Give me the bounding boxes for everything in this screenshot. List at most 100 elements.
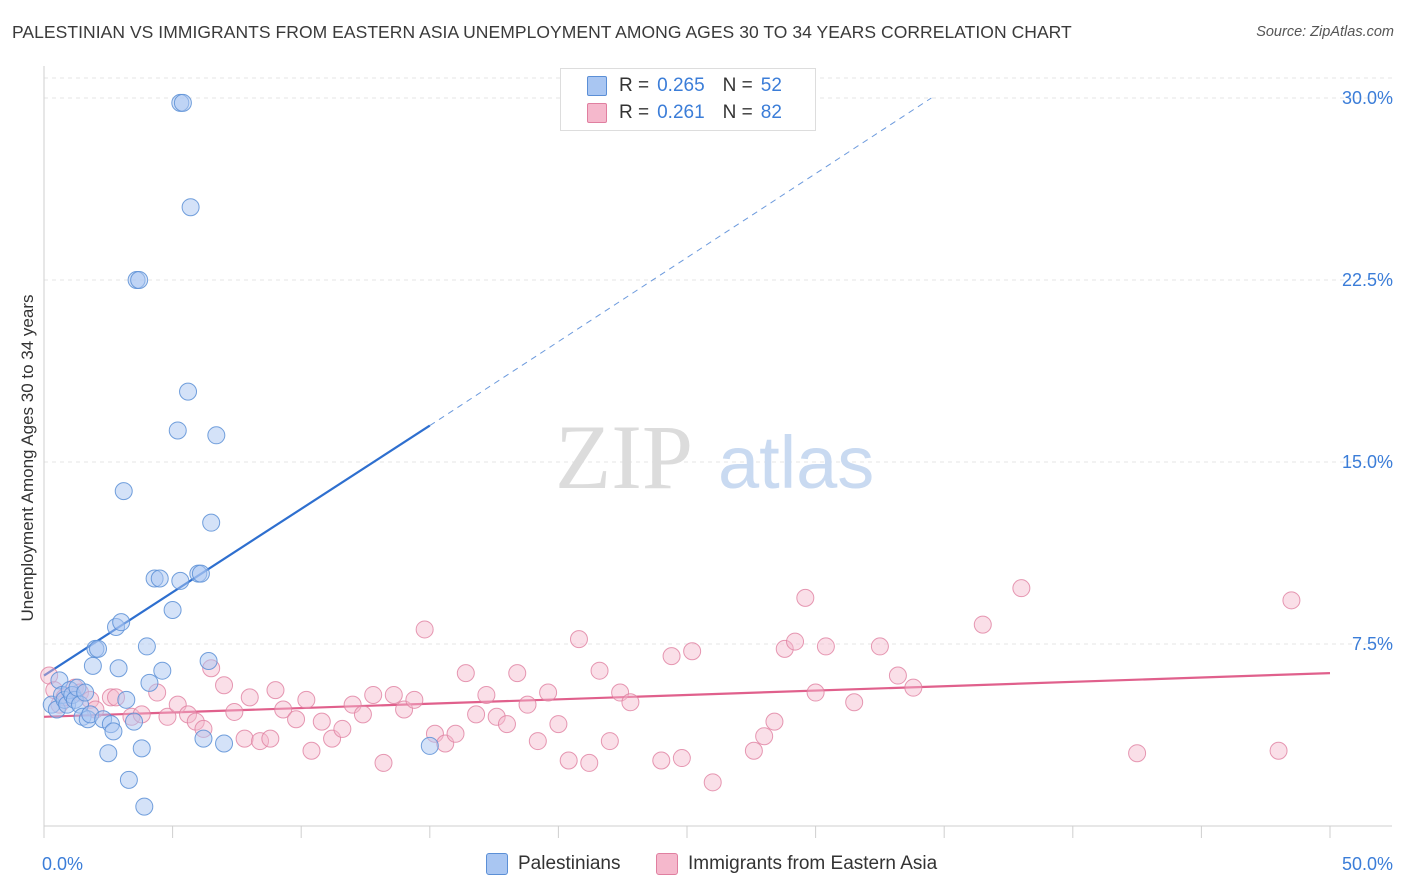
palestinians-point — [191, 564, 210, 583]
immigrants-point — [600, 732, 619, 751]
palestinians-point — [83, 656, 102, 675]
immigrants-point — [569, 630, 588, 649]
palestinians-point — [194, 729, 213, 748]
bottom-legend-swatch-immigrants — [656, 853, 678, 875]
legend-r-value: 0.261 — [657, 102, 705, 123]
immigrants-point — [364, 685, 383, 704]
immigrants-point — [888, 666, 907, 685]
legend-swatch-palestinians — [587, 76, 607, 96]
immigrants-point — [1128, 744, 1147, 763]
immigrants-point — [508, 664, 527, 683]
palestinians-point — [132, 739, 151, 758]
points-layer — [40, 93, 1301, 816]
palestinians-trend-line — [43, 424, 431, 677]
immigrants-point — [446, 724, 465, 743]
immigrants-point — [225, 702, 244, 721]
immigrants-point — [477, 685, 496, 704]
palestinians-point — [181, 198, 200, 217]
immigrants-point — [539, 683, 558, 702]
immigrants-point — [312, 712, 331, 731]
chart-title: PALESTINIAN VS IMMIGRANTS FROM EASTERN A… — [12, 22, 1072, 42]
immigrants-point — [1012, 579, 1031, 598]
immigrants-point — [487, 707, 506, 726]
palestinians-point — [420, 736, 439, 755]
immigrants-trend-line — [43, 672, 1331, 718]
immigrants-point — [287, 710, 306, 729]
immigrants-point — [973, 615, 992, 634]
immigrants-point — [186, 712, 205, 731]
immigrants-point — [274, 700, 293, 719]
immigrants-point — [744, 741, 763, 760]
immigrants-point — [580, 753, 599, 772]
palestinians-point — [130, 271, 149, 289]
palestinians-point — [163, 601, 182, 620]
immigrants-point — [672, 749, 691, 768]
legend-r-label: R = — [619, 102, 650, 123]
immigrants-point — [816, 637, 835, 656]
immigrants-point — [415, 620, 434, 639]
palestinians-point — [199, 651, 218, 670]
y-tick-label: 30.0% — [1342, 88, 1393, 108]
watermark-atlas: atlas — [718, 421, 874, 504]
palestinians-point — [119, 770, 138, 789]
immigrants-point — [261, 729, 280, 748]
bottom-legend-immigrants[interactable]: Immigrants from Eastern Asia — [656, 852, 937, 876]
immigrants-point — [215, 676, 234, 695]
bottom-legend-swatch-palestinians — [486, 853, 508, 875]
immigrants-point — [235, 729, 254, 748]
palestinians-point — [99, 744, 118, 763]
palestinians-point — [137, 637, 156, 656]
palestinians-point — [140, 673, 159, 692]
legend-row-palestinians: R = 0.265 N = 52 — [587, 75, 782, 97]
immigrants-point — [179, 705, 198, 724]
immigrants-point — [456, 664, 475, 683]
y-tick-label: 22.5% — [1342, 270, 1393, 290]
immigrants-point — [297, 690, 316, 709]
palestinians-point — [112, 613, 131, 632]
immigrants-point — [621, 693, 640, 712]
immigrants-point — [703, 773, 722, 792]
legend-swatch-immigrants — [587, 103, 607, 123]
x-tick-label: 0.0% — [42, 854, 83, 874]
immigrants-point — [755, 727, 774, 746]
palestinians-point — [207, 426, 226, 445]
immigrants-point — [870, 637, 889, 656]
legend-r-value: 0.265 — [657, 75, 705, 96]
bottom-legend-palestinians[interactable]: Palestinians — [486, 852, 620, 876]
immigrants-point — [528, 732, 547, 751]
palestinians-point — [150, 569, 169, 588]
immigrants-point — [266, 681, 285, 700]
immigrants-point — [559, 751, 578, 770]
immigrants-point — [662, 647, 681, 666]
x-tick-label: 50.0% — [1342, 854, 1393, 874]
immigrants-point — [549, 715, 568, 734]
grid-layer — [44, 77, 1392, 645]
palestinians-point — [114, 482, 133, 501]
immigrants-point — [333, 719, 352, 738]
palestinians-point — [117, 690, 136, 709]
palestinians-point — [135, 797, 154, 816]
watermark-zip: ZIP — [555, 406, 693, 508]
palestinians-point — [76, 683, 95, 702]
immigrants-point — [158, 707, 177, 726]
immigrants-point — [590, 661, 609, 680]
immigrants-point — [845, 693, 864, 712]
immigrants-point — [786, 632, 805, 651]
legend-r-label: R = — [619, 75, 650, 96]
immigrants-point — [467, 705, 486, 724]
legend: R = 0.265 N = 52 R = 0.261 N = 82 — [560, 68, 816, 131]
immigrants-point — [240, 688, 259, 707]
palestinians-point — [109, 659, 128, 678]
immigrants-point — [1269, 741, 1288, 760]
axis-layer — [43, 66, 1392, 838]
legend-n-value: 52 — [760, 75, 782, 96]
immigrants-point — [384, 685, 403, 704]
immigrants-point — [405, 690, 424, 709]
palestinians-point — [125, 712, 144, 731]
legend-n-label: N = — [722, 102, 753, 123]
palestinians-point — [202, 513, 221, 532]
palestinians-trend-extension — [429, 97, 932, 427]
palestinians-point — [89, 639, 108, 658]
immigrants-point — [497, 715, 516, 734]
